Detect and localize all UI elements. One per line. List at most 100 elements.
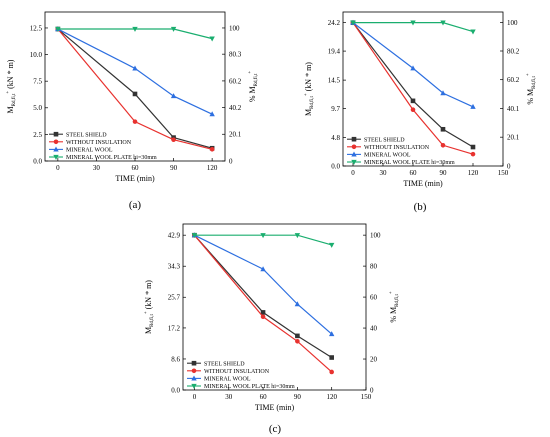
- x-tick-label: 0: [56, 164, 60, 172]
- data-point: [209, 111, 215, 117]
- data-point: [53, 131, 59, 137]
- chart-panel-2: 0 30 60 90 120 150 0.0 4.8 9.7 14.5 19.4 24.2 0 20.1 4…: [304, 11, 537, 188]
- data-point: [132, 65, 138, 71]
- legend-label: MINERAL WOOL: [364, 153, 411, 159]
- x-tick-label: 90: [170, 164, 178, 172]
- data-point: [260, 233, 266, 239]
- series-line: [193, 234, 333, 373]
- series-line: [57, 28, 213, 115]
- data-point: [328, 242, 335, 248]
- y-tick-label-left: 17.2: [168, 324, 181, 332]
- x-tick-label: 60: [260, 393, 268, 401]
- data-point: [410, 107, 416, 113]
- y-tick-label-left: 0.0: [331, 162, 340, 170]
- data-point: [470, 144, 476, 150]
- y-axis-label-left: MRd,fi,t+ (kN * m): [144, 280, 155, 334]
- data-point: [170, 26, 177, 32]
- y-tick-label-right: 0: [370, 386, 374, 394]
- series-line: [352, 22, 474, 108]
- y-tick-label-right: 40.2: [229, 104, 242, 112]
- data-point: [170, 93, 177, 99]
- x-tick-label: 0: [193, 393, 197, 401]
- data-point: [191, 375, 197, 381]
- y-tick-label-left: 4.8: [331, 134, 340, 142]
- data-point: [55, 26, 61, 32]
- y-axis-label-right: % MRd,fi,t+: [389, 291, 400, 322]
- legend-label: MINERAL WOOL PLATE hi=30mm: [204, 384, 295, 390]
- y-tick-label-right: 0: [229, 157, 233, 165]
- data-point: [351, 151, 357, 157]
- series-line: [352, 22, 474, 148]
- y-tick-label-right: 40: [370, 324, 378, 332]
- x-tick-label: 120: [326, 393, 337, 401]
- legend-label: STEEL SHIELD: [204, 361, 245, 367]
- legend-label: WITHOUT INSULATION: [364, 145, 430, 151]
- data-point: [329, 355, 334, 360]
- data-point: [294, 301, 301, 307]
- legend-label: WITHOUT INSULATION: [66, 140, 132, 146]
- y-tick-label-right: 100: [229, 24, 240, 32]
- plot-frame: [342, 11, 504, 167]
- data-point: [470, 29, 476, 35]
- data-point: [191, 233, 198, 239]
- y-tick-label-right: 100: [507, 19, 518, 27]
- y-tick-label-right: 20: [370, 355, 378, 363]
- y-tick-label-right: 80.3: [229, 51, 242, 59]
- x-tick-label: 0: [351, 169, 355, 177]
- data-point: [295, 338, 300, 344]
- y-tick-label-left: 10.0: [30, 51, 43, 59]
- data-point: [410, 20, 416, 26]
- x-tick-label: 30: [380, 169, 388, 177]
- data-point: [260, 314, 266, 320]
- data-point: [209, 146, 215, 152]
- panel-label: (a): [129, 199, 142, 211]
- series-line: [193, 234, 333, 359]
- y-axis-label-left: MRd,fi,t+ (kN * m): [6, 59, 17, 113]
- data-point: [191, 383, 197, 389]
- data-point: [191, 368, 197, 374]
- y-tick-label-left: 14.5: [328, 77, 341, 85]
- y-tick-label-right: 60.2: [507, 76, 520, 84]
- legend-label: MINERAL WOOL: [66, 148, 113, 154]
- data-point: [350, 20, 356, 26]
- y-tick-label-left: 19.4: [328, 47, 341, 55]
- legend-label: MINERAL WOOL PLATE hi=30mm: [66, 155, 157, 161]
- legend: STEEL SHIELD WITHOUT INSULATION MINERAL WO…: [347, 136, 455, 166]
- panel-label: (c): [269, 423, 282, 435]
- data-point: [440, 20, 446, 26]
- data-point: [132, 26, 138, 32]
- series-line: [57, 28, 213, 150]
- y-tick-label-right: 40.1: [507, 105, 520, 113]
- y-tick-label-left: 12.5: [30, 24, 43, 32]
- y-tick-label-left: 34.3: [168, 263, 181, 271]
- data-point: [191, 360, 197, 366]
- y-axis-label-left: MRd,fi,t+ (kN * m): [304, 62, 315, 116]
- plot-frame: [182, 223, 367, 391]
- data-point: [410, 65, 416, 71]
- y-tick-label-right: 100: [370, 232, 381, 240]
- legend: STEEL SHIELD WITHOUT INSULATION MINERAL WO…: [49, 131, 157, 161]
- y-tick-label-right: 20.1: [507, 134, 520, 142]
- series-line: [352, 22, 474, 155]
- y-tick-label-left: 42.9: [168, 232, 181, 240]
- series-line: [194, 234, 332, 246]
- data-point: [295, 333, 300, 339]
- y-tick-label-left: 24.2: [328, 19, 341, 27]
- data-point: [440, 90, 446, 96]
- series-line: [57, 28, 213, 40]
- x-tick-label: 60: [132, 164, 140, 172]
- y-tick-label-left: 8.6: [171, 355, 180, 363]
- y-axis-label-right: % MRd,fi,t+: [248, 71, 259, 102]
- y-tick-label-right: 0: [507, 162, 511, 170]
- data-point: [53, 139, 59, 145]
- legend-label: MINERAL WOOL: [204, 377, 251, 383]
- data-point: [351, 136, 357, 142]
- x-axis-label: TIME (min): [115, 174, 155, 183]
- y-tick-label-right: 60.2: [229, 77, 242, 85]
- y-tick-label-left: 9.7: [331, 105, 340, 113]
- chart-panel-1: 0 30 60 90 120 0.0 2.5 5.0 7.5 10.0 12.5 0 20.1 40.2 6…: [6, 11, 259, 183]
- series-line: [57, 28, 213, 149]
- data-point: [470, 151, 476, 157]
- y-tick-label-left: 25.7: [168, 294, 181, 302]
